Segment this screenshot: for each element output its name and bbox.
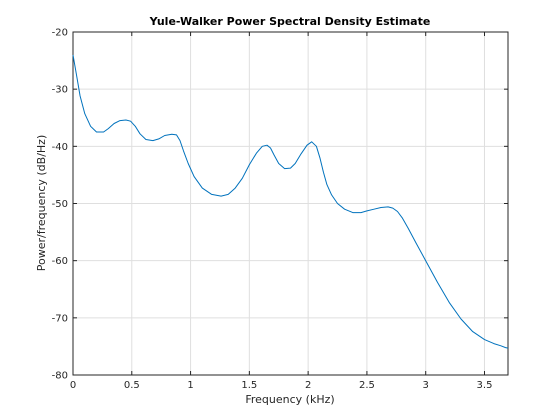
y-tick-label: -80 (52, 371, 68, 382)
x-tick-label: 2 (305, 380, 311, 391)
plot-area: 0 0.5 1 1.5 2 2.5 3 3.5 -80 -70 -60 -50 -40 -30 -20 (52, 28, 509, 391)
y-tick-label: -60 (52, 256, 68, 267)
psd-series-line (72, 54, 509, 349)
x-tick-label: 1.5 (241, 380, 257, 391)
x-tick-label: 2.5 (359, 380, 375, 391)
x-tick-label: 3 (423, 380, 429, 391)
y-tick-label: -50 (52, 199, 68, 210)
x-tick-label: 1 (187, 380, 193, 391)
y-tick-label: -20 (52, 28, 68, 39)
x-axis-label: Frequency (kHz) (245, 393, 334, 406)
y-tick-label: -30 (52, 85, 68, 96)
y-axis-label: Power/frequency (dB/Hz) (35, 135, 48, 272)
y-tick-label: -40 (52, 142, 68, 153)
x-tick-label: 0.5 (124, 380, 140, 391)
x-tick-label: 3.5 (477, 380, 493, 391)
y-tick-label: -70 (52, 313, 68, 324)
x-tick-label: 0 (70, 380, 76, 391)
chart-title: Yule-Walker Power Spectral Density Estim… (149, 15, 431, 28)
